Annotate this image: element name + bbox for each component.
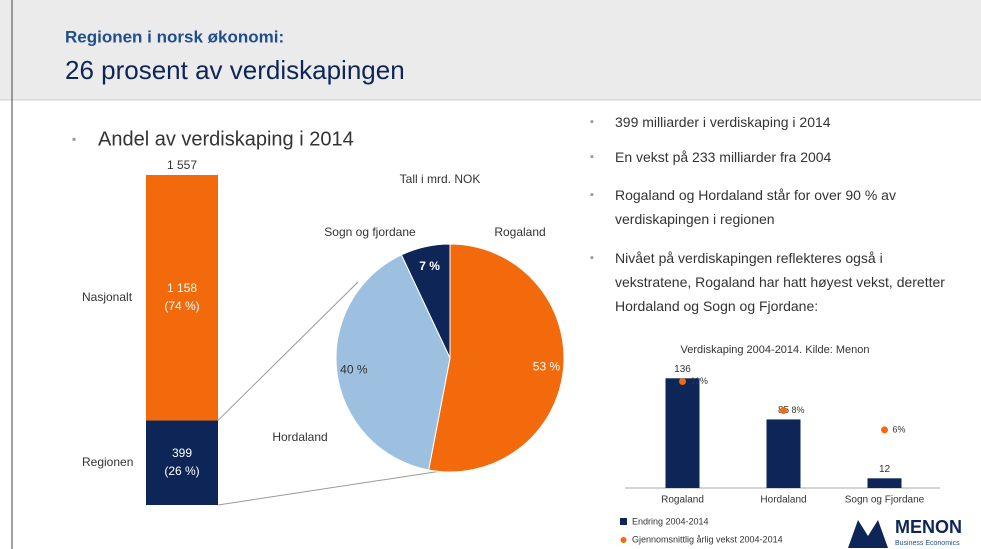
kicker: Regionen i norsk økonomi:	[65, 27, 284, 46]
bullet: Nivået på verdiskapingen reflekteres ogs…	[590, 246, 955, 318]
x-tick-label: Hordaland	[760, 495, 806, 506]
dot	[679, 378, 686, 386]
bullet: 399 milliarder i verdiskaping i 2014	[590, 110, 955, 134]
pie-slice	[400, 243, 451, 359]
bullet: Rogaland og Hordaland står for over 90 %…	[590, 183, 955, 231]
bar-segment	[146, 420, 218, 505]
pie-annotation: Tall i mrd. NOK	[400, 172, 481, 186]
share-label: (74 %)	[164, 299, 199, 313]
share-label: (26 %)	[164, 464, 199, 478]
value-label: 1 158	[167, 281, 197, 295]
legend-swatch	[620, 537, 627, 543]
logo-mark	[848, 520, 888, 548]
header-band	[0, 0, 981, 100]
legend-swatch	[620, 518, 627, 525]
bar	[665, 378, 700, 488]
logo-sub: Business Economics	[895, 540, 960, 547]
value-label: 40 %	[340, 362, 368, 376]
bar-segment	[146, 175, 218, 421]
logo: MENON	[895, 517, 962, 537]
slide-title: 26 prosent av verdiskapingen	[65, 55, 405, 85]
bullet-glyph: ▪	[72, 132, 76, 146]
pie-slice	[335, 254, 451, 471]
legend-label: Gjennomsnittlig årlig vekst 2004-2014	[632, 534, 783, 544]
value-label: 6%	[893, 424, 906, 434]
total-label: 1 557	[167, 158, 197, 172]
bar	[766, 419, 801, 488]
chart-title: Verdiskaping 2004-2014. Kilde: Menon	[681, 344, 870, 356]
value-label: 136	[674, 364, 691, 375]
connector	[217, 469, 449, 506]
value-label: 399	[172, 446, 192, 460]
pie-slice	[428, 243, 565, 473]
x-tick-label: Rogaland	[661, 495, 704, 506]
value-label: 53 %	[533, 359, 561, 373]
category-label: Hordaland	[272, 430, 327, 444]
category-label: Sogn og fjordane	[324, 225, 416, 239]
bullet: En vekst på 233 milliarder fra 2004	[590, 145, 955, 169]
category-label: Rogaland	[494, 225, 545, 239]
value-label: 12	[879, 464, 891, 475]
value-label: 11%	[691, 376, 708, 386]
x-tick-label: Sogn og Fjordane	[845, 495, 925, 506]
value-label: 8%	[792, 405, 805, 415]
chart-title: Andel av verdiskaping i 2014	[98, 128, 354, 150]
bar	[867, 478, 902, 488]
legend-label: Regionen	[82, 455, 133, 469]
dot	[780, 407, 787, 415]
value-label: 7 %	[419, 259, 440, 273]
legend-label: Nasjonalt	[82, 290, 133, 304]
legend-label: Endring 2004-2014	[632, 516, 709, 526]
dot	[881, 426, 888, 434]
connector	[217, 281, 359, 421]
